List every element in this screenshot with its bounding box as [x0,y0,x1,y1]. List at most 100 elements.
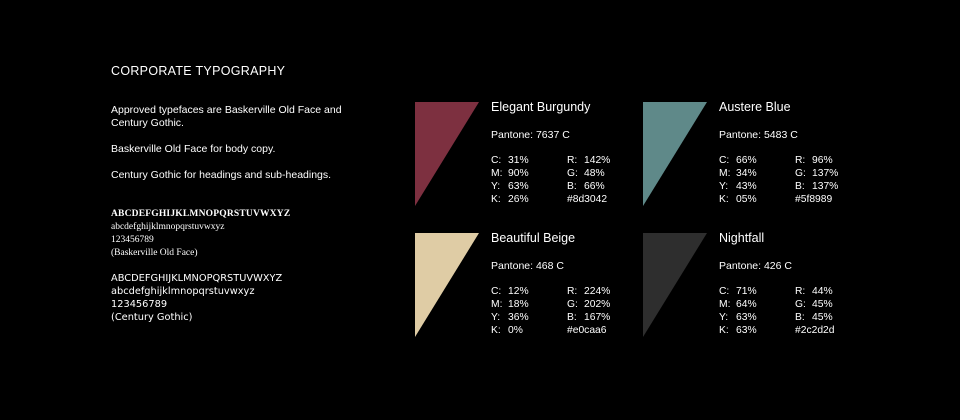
color-triangle-shape [643,233,707,337]
swatch-value-b: B: 45% [795,312,833,323]
swatch-value-hex: #2c2d2d [795,325,835,336]
swatch-value-k: K: 63% [719,325,757,336]
body-copy-note: Baskerville Old Face for body copy. [111,143,276,155]
color-triangle [643,233,707,337]
value-label-y: Y: [719,312,729,323]
value-label-m: M: [719,299,731,310]
swatch-value-hex: #5f8989 [795,194,832,205]
value-label-c: C: [491,155,502,166]
value-number-c: 71% [736,286,757,297]
value-label-k: K: [491,194,501,205]
baskerville-sample: ABCDEFGHIJKLMNOPQRSTUVWXYZ abcdefghijklm… [111,208,290,260]
value-label-m: M: [719,168,731,179]
value-number-k: 0% [508,325,523,336]
swatch-pantone: Pantone: 7637 C [491,129,570,141]
value-number-hex: #8d3042 [567,194,608,205]
swatch-pantone: Pantone: 5483 C [719,129,798,141]
value-number-hex: #e0caa6 [567,325,607,336]
value-number-y: 63% [508,181,529,192]
swatch-value-r: R: 96% [795,155,833,166]
value-number-g: 48% [584,168,605,179]
swatch-value-m: M: 64% [719,299,757,310]
swatch-name: Austere Blue [719,100,791,114]
swatch-value-r: R: 224% [567,286,610,297]
value-number-c: 66% [736,155,757,166]
swatch-value-c: C: 71% [719,286,757,297]
sans-lowercase: abcdefghijklmnopqrstuvwxyz [111,286,255,297]
value-label-g: G: [567,168,578,179]
swatch-value-k: K: 05% [719,194,757,205]
swatch-value-hex: #e0caa6 [567,325,607,336]
value-label-k: K: [719,325,729,336]
value-label-r: R: [795,155,806,166]
value-label-g: G: [567,299,578,310]
swatch-value-b: B: 137% [795,181,838,192]
color-triangle-shape [415,233,479,337]
swatch-pantone: Pantone: 426 C [719,260,792,272]
value-number-b: 167% [584,312,611,323]
value-label-c: C: [491,286,502,297]
value-label-c: C: [719,286,730,297]
value-number-g: 202% [584,299,611,310]
value-number-k: 63% [736,325,757,336]
sans-numbers: 123456789 [111,299,168,310]
sans-uppercase: ABCDEFGHIJKLMNOPQRSTUVWXYZ [111,273,283,284]
swatch-value-hex: #8d3042 [567,194,607,205]
value-number-c: 12% [508,286,529,297]
value-number-b: 137% [812,181,839,192]
value-label-c: C: [719,155,730,166]
value-label-y: Y: [491,312,501,323]
swatch-value-g: G: 137% [795,168,838,179]
swatch-name: Elegant Burgundy [491,100,591,114]
value-number-m: 34% [736,168,757,179]
value-number-k: 05% [736,194,757,205]
swatch-value-g: G: 45% [795,299,833,310]
swatch-beautiful-beige: Beautiful Beige Pantone: 468 C C: 12% R: 224%… [415,231,610,345]
swatch-value-c: C: 66% [719,155,757,166]
value-label-m: M: [491,168,503,179]
swatch-name: Beautiful Beige [491,231,576,245]
value-number-r: 224% [584,286,611,297]
swatch-value-m: M: 34% [719,168,757,179]
swatch-value-r: R: 142% [567,155,610,166]
swatch-pantone: Pantone: 468 C [491,260,564,272]
color-triangle [415,233,479,337]
swatch-value-y: Y: 43% [719,181,757,192]
swatch-value-b: B: 167% [567,312,610,323]
swatch-value-y: Y: 63% [491,181,529,192]
value-number-r: 142% [584,155,611,166]
swatch-value-y: Y: 63% [719,312,757,323]
value-label-g: G: [795,299,806,310]
value-label-y: Y: [719,181,729,192]
century-gothic-sample: ABCDEFGHIJKLMNOPQRSTUVWXYZ abcdefghijklm… [111,272,282,324]
value-label-y: Y: [491,181,501,192]
value-label-r: R: [567,286,578,297]
swatch-elegant-burgundy: Elegant Burgundy Pantone: 7637 C C: 31% R: 14… [415,100,610,214]
value-number-r: 96% [812,155,833,166]
value-number-b: 45% [812,312,833,323]
swatch-value-g: G: 202% [567,299,610,310]
serif-lowercase: abcdefghijklmnopqrstuvwxyz [111,222,225,232]
swatch-value-k: K: 26% [491,194,529,205]
value-number-k: 26% [508,194,529,205]
value-number-y: 43% [736,181,757,192]
value-number-m: 90% [508,168,529,179]
value-number-r: 44% [812,286,833,297]
value-label-r: R: [567,155,578,166]
swatch-austere-blue: Austere Blue Pantone: 5483 C C: 66% R: 96% M: 3… [643,100,838,214]
value-label-g: G: [795,168,806,179]
value-number-y: 36% [508,312,529,323]
value-label-b: B: [567,312,577,323]
swatch-value-y: Y: 36% [491,312,529,323]
swatch-value-m: M: 90% [491,168,529,179]
color-triangle [643,102,707,206]
value-label-k: K: [719,194,729,205]
swatch-value-c: C: 12% [491,286,529,297]
page-title: CORPORATE TYPOGRAPHY [111,64,286,78]
swatch-value-g: G: 48% [567,168,605,179]
swatch-value-r: R: 44% [795,286,833,297]
color-triangle-shape [415,102,479,206]
value-number-b: 66% [584,181,605,192]
value-label-b: B: [795,181,805,192]
swatch-value-m: M: 18% [491,299,529,310]
